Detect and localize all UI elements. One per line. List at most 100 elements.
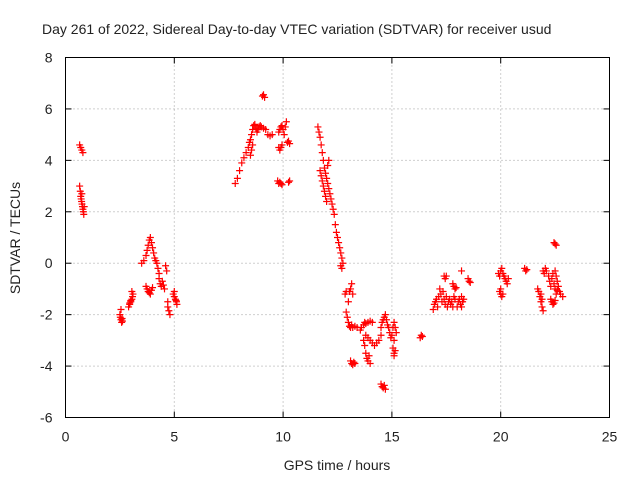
data-point <box>549 300 557 308</box>
y-tick-label: 2 <box>45 204 53 220</box>
data-point <box>452 284 460 292</box>
data-point <box>499 290 507 298</box>
data-point <box>126 299 134 307</box>
data-point <box>281 123 289 131</box>
y-tick-label: -4 <box>40 358 53 374</box>
data-point <box>248 131 256 139</box>
data-point <box>315 128 323 136</box>
data-point <box>246 151 254 159</box>
data-point <box>161 285 169 293</box>
data-point <box>277 180 285 187</box>
data-points <box>76 91 567 393</box>
data-point <box>559 293 567 301</box>
data-point <box>338 254 346 262</box>
data-point <box>146 290 154 298</box>
data-point <box>76 182 84 190</box>
data-point <box>278 181 286 189</box>
data-point <box>497 285 505 293</box>
data-point <box>242 149 250 157</box>
data-point <box>282 118 290 126</box>
data-point <box>314 123 322 131</box>
data-point <box>323 198 331 205</box>
data-point <box>323 174 331 182</box>
x-tick-label: 25 <box>602 429 618 445</box>
data-point <box>318 149 326 157</box>
data-point <box>337 249 345 257</box>
data-point <box>337 262 345 270</box>
x-tick-label: 0 <box>62 429 70 445</box>
data-point <box>322 192 330 200</box>
data-point <box>278 122 286 130</box>
x-tick-label: 10 <box>275 429 291 445</box>
data-point <box>360 336 368 344</box>
data-point <box>325 185 333 193</box>
data-point <box>539 307 547 315</box>
data-point <box>238 159 246 167</box>
data-point <box>316 133 324 141</box>
data-point <box>336 244 344 252</box>
data-point <box>328 200 336 208</box>
data-point <box>548 275 556 283</box>
data-point <box>553 277 561 285</box>
data-point <box>375 336 383 344</box>
data-point <box>128 288 136 295</box>
data-point <box>286 140 294 148</box>
data-point <box>417 331 425 339</box>
data-point <box>78 190 86 198</box>
data-point <box>335 239 343 247</box>
data-point <box>324 162 332 169</box>
data-point <box>439 288 447 295</box>
data-point <box>537 290 545 298</box>
data-point <box>317 141 325 149</box>
data-point <box>382 316 390 324</box>
data-point <box>147 239 155 247</box>
data-point <box>140 257 148 265</box>
x-tick-label: 5 <box>170 429 178 445</box>
data-point <box>173 300 181 308</box>
data-point <box>80 210 88 218</box>
data-point <box>319 182 327 190</box>
data-point <box>542 267 550 275</box>
data-point <box>377 331 385 339</box>
data-point <box>349 290 357 298</box>
data-point <box>552 272 560 280</box>
chart-title: Day 261 of 2022, Sidereal Day-to-day VTE… <box>42 21 551 37</box>
data-point <box>429 306 437 313</box>
data-point <box>153 259 161 267</box>
data-point <box>523 266 531 274</box>
data-point <box>261 93 269 101</box>
data-point <box>552 241 560 249</box>
data-point <box>466 279 474 286</box>
data-point <box>327 195 335 203</box>
data-point <box>380 381 388 389</box>
data-point <box>154 264 162 272</box>
data-point <box>391 324 399 331</box>
data-point <box>143 246 151 254</box>
data-point <box>246 136 254 144</box>
y-tick-label: 8 <box>45 50 53 66</box>
data-point <box>418 333 426 340</box>
data-point <box>332 228 340 236</box>
data-point <box>142 252 150 259</box>
data-point <box>149 244 157 252</box>
data-point <box>465 277 473 285</box>
data-point <box>278 141 286 149</box>
data-point <box>390 318 398 326</box>
data-point <box>381 311 389 319</box>
data-point <box>390 336 398 344</box>
data-point <box>460 295 468 303</box>
tick-labels: 0 5 10 15 20 25 -6 -4 -2 0 2 4 6 8 <box>40 50 617 445</box>
data-point <box>331 221 339 229</box>
data-point <box>251 120 259 128</box>
data-point <box>317 172 325 180</box>
x-tick-label: 15 <box>384 429 400 445</box>
data-point <box>361 342 369 349</box>
data-point <box>248 146 256 154</box>
data-point <box>249 141 257 149</box>
y-tick-label: 4 <box>45 152 53 168</box>
data-point <box>280 131 288 139</box>
data-point <box>538 295 546 303</box>
data-point <box>503 280 511 288</box>
grid <box>65 57 610 418</box>
